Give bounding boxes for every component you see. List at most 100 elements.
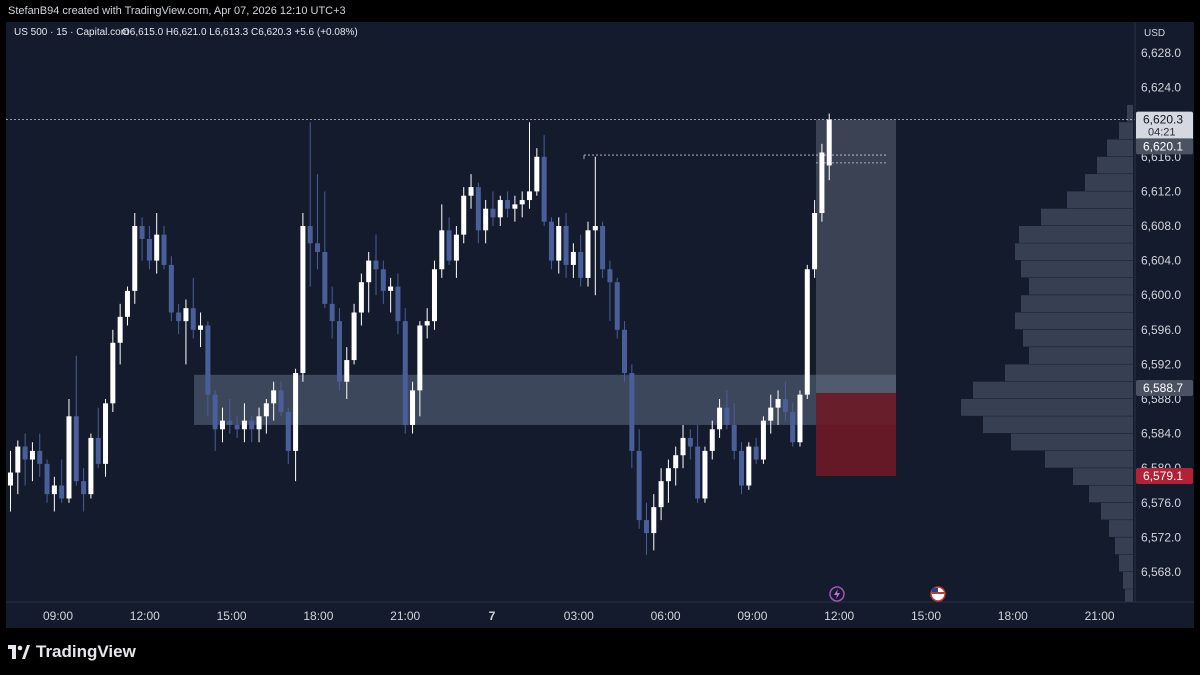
candle-body [563, 226, 569, 265]
price-tick-label: 6,592.0 [1141, 357, 1181, 371]
chart-background [6, 22, 1194, 628]
time-axis[interactable]: 09:00 12:00 15:00 18:00 21:00 7 03:00 06:00 09:0… [43, 609, 1115, 623]
candle-body [124, 290, 130, 317]
volume-profile-bar [1107, 139, 1133, 157]
candle-body [600, 226, 606, 270]
candle-body [15, 446, 21, 473]
candle-body [227, 420, 233, 425]
candles-layer [8, 113, 832, 555]
candle-body [205, 325, 211, 395]
candle-body [315, 243, 321, 252]
brand-name: TradingView [36, 642, 136, 661]
tradingview-logo[interactable]: TradingView [8, 642, 136, 662]
candle-body [790, 411, 796, 443]
candle-body [439, 230, 445, 270]
volume-profile-bar [1021, 260, 1133, 278]
candle-body [256, 416, 262, 430]
candle-body [446, 230, 452, 261]
candle-body [797, 394, 803, 443]
take-profit-label: 6,620.1 [1143, 139, 1183, 153]
volume-profile-bar [1089, 485, 1133, 503]
candle-body [753, 446, 759, 460]
candle-body [453, 234, 459, 261]
event-us-flag-icon[interactable] [930, 586, 946, 602]
volume-profile-bar [1123, 572, 1133, 589]
price-axis-bg [1135, 22, 1194, 602]
candle-body [527, 191, 533, 201]
price-tick-label: 6,624.0 [1141, 81, 1181, 95]
candle-body [475, 187, 481, 231]
candle-body [541, 156, 547, 222]
candle-body [8, 472, 13, 486]
candle-body [651, 507, 657, 534]
price-tick-label: 6,576.0 [1141, 496, 1181, 510]
candle-body [183, 308, 189, 322]
candle-body [293, 373, 299, 451]
volume-profile-bar [1119, 554, 1133, 572]
price-chart[interactable]: 6,628.06,624.06,620.06,616.06,612.06,608… [6, 22, 1194, 628]
candle-body [402, 321, 408, 425]
time-tick-label: 7 [489, 609, 496, 623]
candle-body [146, 238, 152, 261]
time-tick-label: 12:00 [130, 609, 160, 623]
stop-box [816, 392, 896, 476]
candle-body [154, 234, 160, 261]
candle-body [680, 437, 686, 456]
volume-profile-bar [961, 399, 1133, 416]
candle-body [622, 329, 628, 374]
time-tick-label: 21:00 [390, 609, 420, 623]
candle-body [73, 416, 79, 482]
candle-body [44, 463, 50, 495]
candle-body [695, 446, 701, 499]
candle-body [300, 226, 306, 374]
candle-body [556, 226, 562, 261]
volume-profile-bar [1125, 589, 1133, 607]
candle-body [37, 450, 43, 464]
candle-body [702, 450, 708, 499]
candle-body [285, 411, 291, 451]
price-tick-label: 6,596.0 [1141, 323, 1181, 337]
candle-body [826, 119, 832, 166]
volume-profile-bar [1021, 295, 1133, 312]
time-tick-label: 09:00 [43, 609, 73, 623]
candle-body [29, 450, 35, 460]
candle-body [417, 325, 423, 391]
candle-body [665, 468, 671, 482]
time-tick-label: 15:00 [911, 609, 941, 623]
candle-body [373, 260, 379, 270]
candle-body [658, 481, 664, 508]
candle-body [380, 269, 386, 291]
time-tick-label: 15:00 [217, 609, 247, 623]
candle-body [271, 390, 277, 404]
candle-body [768, 407, 774, 421]
candle-body [819, 152, 825, 214]
price-tick-label: 6,604.0 [1141, 254, 1181, 268]
time-axis-bg [6, 602, 1194, 628]
legend-ohlc: O6,615.0 H6,621.0 L6,613.3 C6,620.3 +5.6… [122, 27, 358, 38]
attribution-text: StefanB94 created with TradingView.com, … [8, 5, 346, 17]
candle-body [724, 407, 730, 425]
price-tick-label: 6,612.0 [1141, 184, 1181, 198]
candle-body [490, 208, 496, 218]
price-tick-label: 6,572.0 [1141, 530, 1181, 544]
candle-body [366, 260, 372, 283]
volume-profile-bar [1029, 277, 1133, 295]
price-tick-label: 6,568.0 [1141, 565, 1181, 579]
time-tick-label: 21:00 [1085, 609, 1115, 623]
volume-profile-bar [1023, 329, 1133, 347]
volume-profile-bar [1011, 433, 1133, 451]
candle-body [687, 437, 693, 447]
candle-body [673, 455, 679, 469]
candle-body [760, 420, 766, 460]
stop-label-bg [1136, 467, 1193, 484]
volume-profile-bar [1015, 312, 1133, 330]
volume-profile-bar [1101, 502, 1133, 520]
entry-label-bg [1136, 379, 1193, 396]
candle-body [534, 156, 540, 192]
candle-body [198, 325, 204, 330]
candle-body [592, 226, 598, 231]
chart-area[interactable]: 6,628.06,624.06,620.06,616.06,612.06,608… [6, 22, 1194, 628]
candle-body [322, 251, 328, 304]
event-lightning-icon[interactable] [829, 586, 845, 602]
attribution-bar: StefanB94 created with TradingView.com, … [0, 0, 1200, 22]
